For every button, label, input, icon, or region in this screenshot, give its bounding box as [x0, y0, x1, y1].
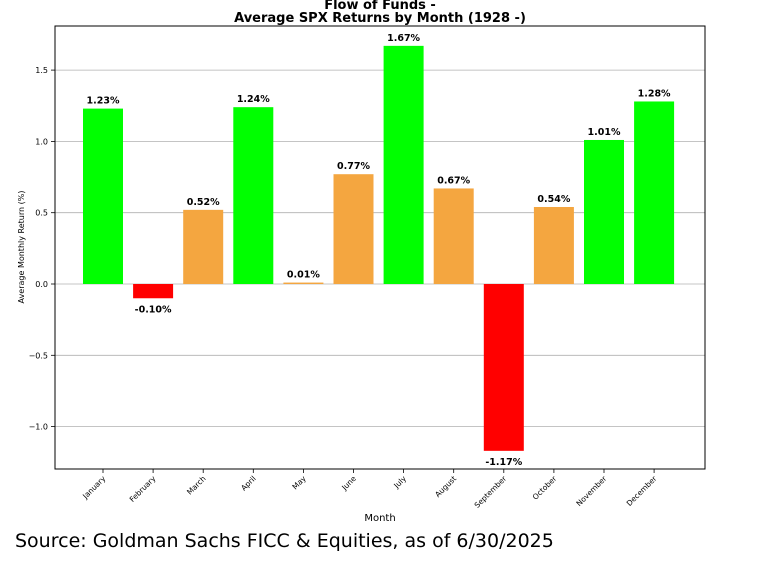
x-tick-label: August — [433, 474, 458, 499]
bar-march — [183, 209, 224, 284]
y-tick-label: 1.0 — [35, 137, 48, 146]
x-tick-label: July — [391, 474, 408, 491]
x-tick-label: January — [80, 474, 108, 502]
y-tick-label: 1.5 — [35, 66, 48, 75]
data-label: 0.01% — [287, 270, 320, 281]
data-label: 0.77% — [337, 161, 370, 172]
chart-subtitle: Average SPX Returns by Month (1928 -) — [234, 11, 526, 26]
bar-january — [83, 108, 123, 285]
bar-november — [584, 139, 624, 284]
y-tick-label: 0.0 — [35, 280, 48, 289]
bar-may — [283, 282, 324, 284]
data-label: 1.28% — [638, 88, 671, 99]
bar-august — [433, 188, 474, 284]
x-tick-label: February — [128, 474, 158, 504]
bar-december — [634, 101, 675, 284]
data-label: 0.52% — [187, 197, 220, 208]
x-axis-ticks: January February March April May June July Augu… — [80, 469, 659, 510]
y-tick-label: 0.5 — [35, 209, 48, 218]
bar-october — [533, 206, 574, 284]
data-label: 0.54% — [537, 194, 570, 205]
data-label: 1.23% — [87, 96, 120, 107]
data-label: -1.17% — [485, 457, 522, 468]
data-label: 1.24% — [237, 94, 270, 105]
x-tick-label: October — [531, 473, 559, 501]
chart-title: Flow of Funds - — [324, 0, 436, 13]
source-note: Source: Goldman Sachs FICC & Equities, a… — [15, 530, 554, 552]
bar-april — [233, 107, 274, 285]
bar-july — [383, 45, 424, 284]
x-tick-label: April — [239, 474, 257, 492]
x-tick-label: December — [625, 473, 660, 508]
y-tick-label: −0.5 — [29, 351, 48, 360]
x-tick-label: March — [185, 474, 208, 497]
data-labels: 1.23% -0.10% 0.52% 1.24% 0.01% 0.77% 1.67% 0.67… — [87, 33, 672, 468]
bars — [83, 45, 675, 451]
y-axis-ticks: −1.0 −0.5 0.0 0.5 1.0 1.5 — [29, 66, 55, 432]
x-tick-label: November — [574, 473, 609, 508]
x-tick-label: May — [290, 474, 308, 492]
bar-september — [483, 284, 524, 451]
data-label: 1.67% — [387, 33, 420, 44]
bar-june — [333, 174, 374, 284]
x-axis-label: Month — [364, 513, 395, 524]
y-tick-label: −1.0 — [29, 423, 48, 432]
x-tick-label: September — [473, 473, 509, 509]
data-label: 0.67% — [437, 175, 470, 186]
plot-frame — [54, 25, 706, 470]
data-label: 1.01% — [588, 127, 621, 138]
bar-february — [133, 284, 174, 299]
x-tick-label: June — [339, 474, 358, 493]
data-label: -0.10% — [135, 304, 172, 315]
y-axis-label: Average Monthly Return (%) — [17, 191, 26, 304]
